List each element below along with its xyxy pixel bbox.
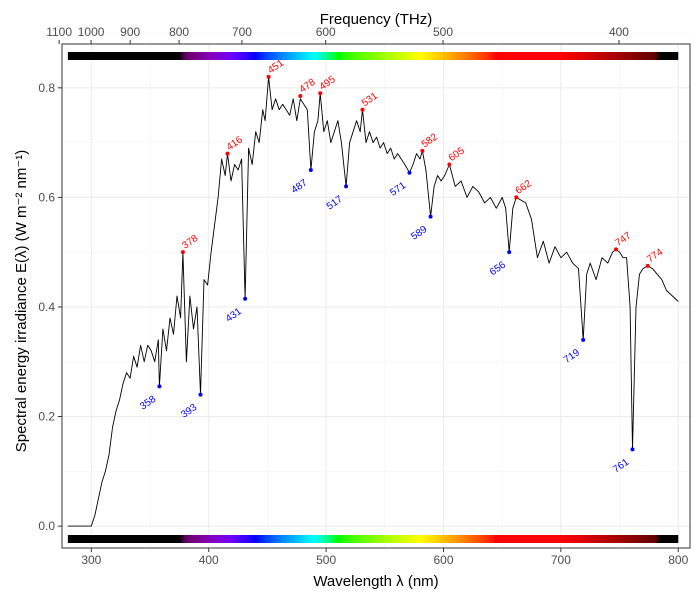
valley-label: 589 (409, 224, 429, 243)
frequency-axis-title: Frequency (THz) (320, 11, 433, 28)
valley-point (344, 184, 349, 189)
bottom-spectrum-bar (67, 535, 679, 543)
peak-point (420, 148, 425, 153)
valley-point (243, 296, 248, 301)
y-tick-label: 0.0 (38, 519, 55, 533)
peak-point (645, 263, 650, 268)
grid-lines (62, 32, 690, 548)
x-tick-label: 500 (316, 553, 336, 567)
panel-border (61, 43, 691, 549)
x-tick-label: 700 (551, 553, 571, 567)
peak-point (447, 162, 452, 167)
valley-label: 393 (179, 402, 199, 421)
valley-label: 761 (611, 457, 631, 476)
valley-label: 431 (224, 306, 244, 325)
peak-point (514, 195, 519, 200)
peak-point (614, 247, 619, 252)
peak-label: 747 (613, 230, 633, 249)
valley-label: 358 (138, 394, 158, 413)
panel-frame (61, 43, 691, 549)
peak-label: 774 (645, 246, 665, 265)
x-tick-label: 400 (199, 553, 219, 567)
y-tick-label: 0.4 (38, 300, 55, 314)
valley-label: 656 (488, 259, 508, 278)
freq-tick-label: 900 (120, 25, 140, 39)
x-tick-label: 300 (81, 553, 101, 567)
peak-label: 531 (360, 90, 380, 109)
valley-point (198, 392, 203, 397)
valley-label: 571 (388, 180, 408, 199)
spectrum-line-layer (67, 76, 679, 527)
freq-tick-label: 1100 (46, 25, 72, 39)
freq-tick-label: 800 (169, 25, 189, 39)
freq-tick-label: 1000 (78, 25, 105, 39)
y-tick-label: 0.2 (38, 410, 55, 424)
peak-point (360, 107, 365, 112)
valley-label: 487 (290, 177, 310, 196)
x-axis-title: Wavelength λ (nm) (313, 573, 438, 590)
freq-tick-label: 500 (433, 25, 453, 39)
x-tick-label: 600 (433, 553, 453, 567)
axes: 300 400 500 600 700 800 0.0 0.2 0.4 0.6 0.8 1100 100… (38, 25, 688, 567)
valley-point (507, 250, 512, 255)
freq-tick-label: 400 (609, 25, 629, 39)
y-tick-label: 0.8 (38, 81, 55, 95)
y-tick-label: 0.6 (38, 190, 55, 204)
valley-point (581, 337, 586, 342)
x-tick-label: 800 (668, 553, 688, 567)
top-spectrum-bar (67, 52, 679, 60)
peak-valley-markers: 378 416 451 478 495 531 582 605 662 747 774 358 393 4… (138, 57, 665, 475)
peak-label: 416 (225, 134, 245, 153)
valley-point (428, 214, 433, 219)
valley-label: 719 (562, 347, 582, 366)
peak-label: 582 (420, 131, 440, 150)
y-axis-title: Spectral energy irradiance E(λ) (W m⁻² n… (13, 150, 30, 453)
valley-point (630, 447, 635, 452)
peak-label: 451 (266, 57, 286, 76)
peak-label: 605 (447, 145, 467, 164)
peak-point (298, 94, 303, 99)
peak-point (266, 74, 271, 79)
peak-label: 662 (514, 178, 534, 197)
peak-label: 378 (180, 233, 200, 252)
peak-label: 478 (298, 77, 318, 96)
valley-label: 517 (325, 194, 345, 213)
freq-tick-label: 700 (232, 25, 252, 39)
peak-point (318, 91, 323, 96)
valley-point (308, 168, 313, 172)
peak-label: 495 (318, 74, 338, 93)
spectrum-line (67, 76, 679, 527)
peak-point (225, 151, 230, 156)
freq-tick-label: 600 (316, 25, 336, 39)
valley-point (407, 170, 412, 175)
valley-point (157, 384, 162, 389)
peak-point (180, 250, 185, 255)
spectrum-color-bars (67, 52, 679, 543)
